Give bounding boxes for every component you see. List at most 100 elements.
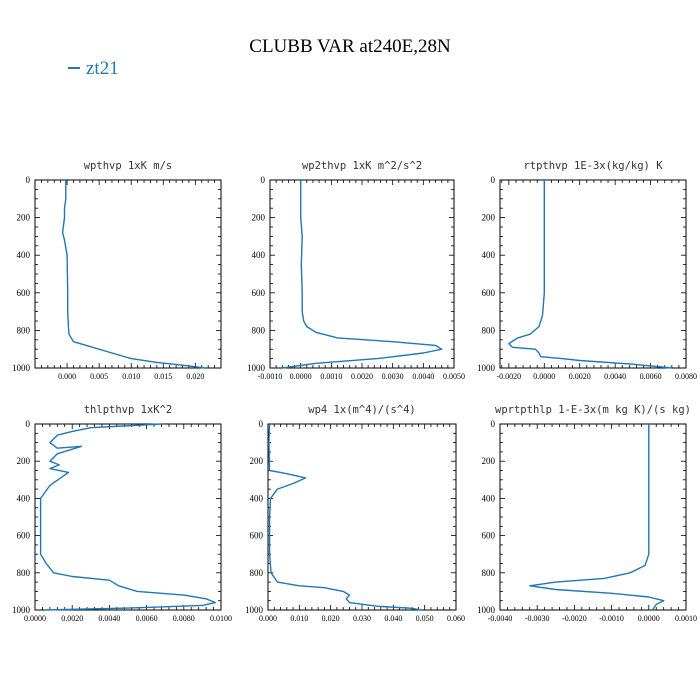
series-line	[282, 180, 443, 369]
series-line	[61, 180, 206, 369]
legend-label: zt21	[86, 58, 119, 79]
y-tick-label: 400	[17, 493, 31, 503]
x-tick-label: 0.040	[384, 614, 402, 623]
x-tick-label: 0.0040	[604, 372, 626, 381]
y-tick-label: 400	[482, 250, 496, 260]
y-tick-label: 800	[252, 325, 266, 335]
y-tick-label: 1000	[12, 605, 31, 615]
subplot-title: wp4 1x(m^4)/(s^4)	[308, 404, 415, 416]
series-line	[39, 423, 217, 611]
y-tick-label: 600	[17, 288, 31, 298]
y-tick-label: 600	[482, 531, 496, 541]
x-tick-label: -0.0020	[562, 614, 587, 623]
y-tick-label: 0	[26, 419, 31, 429]
x-tick-label: 0.0010	[675, 614, 697, 623]
page-title: CLUBB VAR at240E,28N	[249, 36, 451, 57]
y-tick-label: 200	[250, 456, 264, 466]
x-tick-label: 0.0080	[675, 372, 697, 381]
subplot-title: thlpthvp 1xK^2	[84, 404, 173, 416]
y-tick-label: 1000	[247, 363, 266, 373]
x-tick-label: 0.0000	[533, 372, 555, 381]
x-tick-label: 0.0000	[638, 614, 660, 623]
x-tick-label: 0.0030	[382, 372, 404, 381]
x-tick-label: 0.000	[58, 372, 76, 381]
subplot-title: wp2thvp 1xK m^2/s^2	[302, 160, 422, 172]
x-tick-label: 0.0020	[61, 614, 83, 623]
subplot-3: rtpthvp 1E-3x(kg/kg) K 0 200 400 600 800 1000-…	[477, 160, 697, 381]
x-tick-label: 0.015	[154, 372, 172, 381]
y-tick-label: 600	[482, 288, 496, 298]
subplot-6: wprtpthlp 1-E-3x(m kg K)/(s kg) 0 200 400 60…	[477, 404, 697, 623]
x-tick-label: 0.030	[353, 614, 371, 623]
x-tick-label: 0.0010	[320, 372, 342, 381]
x-tick-label: -0.0030	[525, 614, 550, 623]
y-tick-label: 800	[482, 325, 496, 335]
y-tick-label: 200	[482, 213, 496, 223]
plot-frame	[499, 179, 687, 369]
x-tick-label: 0.0020	[351, 372, 373, 381]
plot-frame	[267, 423, 457, 611]
y-tick-label: 0	[491, 419, 496, 429]
x-tick-label: 0.0040	[412, 372, 434, 381]
subplot-title: wprtpthlp 1-E-3x(m kg K)/(s kg)	[495, 404, 691, 416]
x-tick-label: 0.0000	[24, 614, 46, 623]
subplot-title: wpthvp 1xK m/s	[84, 160, 173, 172]
subplot-1: wpthvp 1xK m/s 0 200 400 600 800 1000 0.000 0.00…	[12, 160, 222, 381]
y-tick-label: 200	[252, 213, 266, 223]
x-tick-label: 0.0060	[640, 372, 662, 381]
y-tick-label: 400	[17, 250, 31, 260]
x-tick-label: 0.020	[186, 372, 204, 381]
series-line	[268, 423, 422, 611]
x-tick-label: 0.005	[90, 372, 108, 381]
y-tick-label: 0	[261, 175, 266, 185]
x-tick-label: 0.000	[259, 614, 277, 623]
y-tick-label: 0	[26, 175, 31, 185]
y-tick-label: 600	[250, 531, 264, 541]
y-tick-label: 400	[482, 493, 496, 503]
y-tick-label: 600	[17, 531, 31, 541]
subplot-title: rtpthvp 1E-3x(kg/kg) K	[523, 160, 663, 172]
y-tick-label: 200	[17, 456, 31, 466]
series-line	[508, 180, 672, 369]
subplot-2: wp2thvp 1xK m^2/s^2 0 200 400 600 800 1000-0.0…	[247, 160, 465, 381]
x-tick-label: 0.0080	[173, 614, 195, 623]
y-tick-label: 1000	[12, 363, 31, 373]
legend-line-swatch	[68, 66, 80, 69]
y-tick-label: 400	[250, 493, 264, 503]
y-tick-label: 800	[250, 568, 264, 578]
x-tick-label: 0.0100	[210, 614, 232, 623]
x-tick-label: -0.0010	[599, 614, 624, 623]
x-tick-label: 0.0060	[136, 614, 158, 623]
y-tick-label: 0	[259, 419, 264, 429]
y-tick-label: 800	[17, 325, 31, 335]
y-tick-label: 1000	[245, 605, 264, 615]
x-tick-label: 0.0050	[443, 372, 465, 381]
plot-frame	[34, 179, 222, 369]
plot-frame	[499, 423, 687, 611]
x-tick-label: 0.0020	[569, 372, 591, 381]
x-tick-label: 0.050	[416, 614, 434, 623]
x-tick-label: -0.0010	[258, 372, 283, 381]
x-tick-label: 0.0000	[290, 372, 312, 381]
series-line	[529, 424, 665, 611]
y-tick-label: 600	[252, 288, 266, 298]
x-tick-label: 0.010	[290, 614, 308, 623]
y-tick-label: 200	[17, 213, 31, 223]
y-tick-label: 1000	[477, 363, 496, 373]
y-tick-label: 0	[491, 175, 496, 185]
y-tick-label: 800	[482, 568, 496, 578]
legend: zt21	[68, 58, 119, 80]
x-tick-label: 0.060	[447, 614, 465, 623]
x-tick-label: 0.020	[322, 614, 340, 623]
y-tick-label: 800	[17, 568, 31, 578]
y-tick-label: 400	[252, 250, 266, 260]
y-tick-label: 200	[482, 456, 496, 466]
x-tick-label: -0.0040	[488, 614, 513, 623]
y-tick-label: 1000	[477, 605, 496, 615]
x-tick-label: 0.010	[122, 372, 140, 381]
x-tick-label: -0.0020	[497, 372, 522, 381]
x-tick-label: 0.0040	[98, 614, 120, 623]
